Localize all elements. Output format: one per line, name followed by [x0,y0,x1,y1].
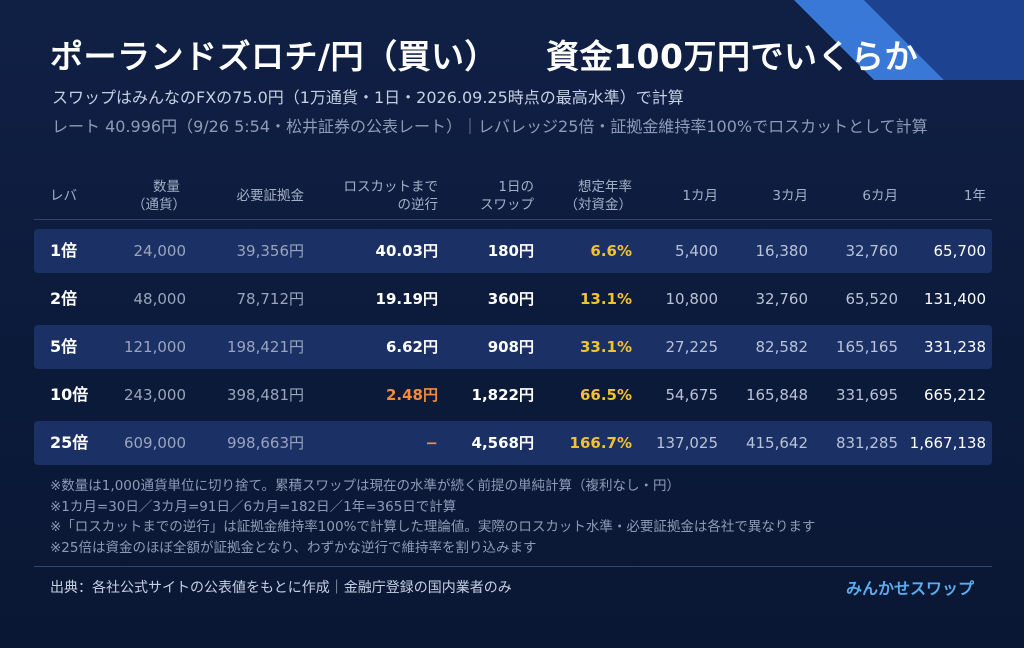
cell-daily-swap: 180円 [487,242,534,260]
corner-decoration [794,0,1024,80]
header-daily-swap: 1日の スワップ [480,179,534,213]
cell-annual-rate: 6.6% [590,242,632,260]
cell-annual-rate: 66.5% [579,386,632,404]
cell-daily-swap: 4,568円 [471,434,534,452]
cell-leverage: 25倍 [50,433,89,452]
subtitle-swap-basis: スワップはみんなのFXの75.0円（1万通貨・1日・2026.09.25時点の最… [52,88,684,107]
cell-daily-swap: 1,822円 [471,386,534,404]
cell-daily-swap: 908円 [487,338,534,356]
cell-quantity: 48,000 [133,290,187,308]
title-capital: 資金100万円でいくらか [546,37,918,76]
header-1-month: 1カ月 [682,188,718,204]
header-margin: 必要証拠金 [236,188,305,204]
cell-margin: 198,421円 [226,338,304,356]
footnotes: ※数量は1,000通貨単位に切り捨て。累積スワップは現在の水準が続く前提の単純計… [50,476,815,558]
cell-margin: 39,356円 [236,242,305,260]
table-row: 5倍 121,000 198,421円 6.62円 908円 33.1% 27,… [34,325,992,369]
brand-logo-text: みんかせスワップ [845,579,974,598]
cell-3-months: 16,380 [755,242,809,260]
cell-1-year: 131,400 [923,290,986,308]
cell-1-month: 27,225 [665,338,719,356]
cell-6-months: 32,760 [845,242,899,260]
footnote: ※25倍は資金のほぼ全額が証拠金となり、わずかな逆行で維持率を割り込みます [50,539,537,556]
footnote: ※1カ月=30日／3カ月=91日／6カ月=182日／1年=365日で計算 [50,498,457,515]
cell-1-year: 65,700 [933,242,987,260]
cell-3-months: 82,582 [755,338,809,356]
header-quantity: 数量 （通貨） [132,179,186,213]
cell-quantity: 121,000 [123,338,186,356]
cell-daily-swap: 360円 [487,290,534,308]
header-annual-rate: 想定年率 （対資金） [564,179,633,213]
footnote: ※「ロスカットまでの逆行」は証拠金維持率100%で計算した理論値。実際のロスカッ… [50,519,816,535]
cell-1-month: 54,675 [665,386,719,404]
cell-1-year: 665,212 [923,386,986,404]
cell-annual-rate: 33.1% [579,338,632,356]
table-row: 2倍 48,000 78,712円 19.19円 360円 13.1% 10,8… [34,277,992,321]
cell-6-months: 165,165 [835,338,898,356]
table-header: レバ 数量 （通貨） 必要証拠金 ロスカットまで の逆行 1日の スワップ 想定年率（… [34,172,992,220]
cell-annual-rate: 13.1% [579,290,632,308]
cell-3-months: 165,848 [745,386,808,404]
cell-losscut: 6.62円 [385,338,438,356]
cell-losscut: − [425,434,438,452]
cell-3-months: 32,760 [755,290,809,308]
cell-1-year: 331,238 [923,338,986,356]
cell-leverage: 1倍 [50,241,78,260]
header-6-months: 6カ月 [862,188,898,204]
title-pair: ポーランドズロチ/円（買い） [50,37,499,76]
cell-margin: 398,481円 [226,386,304,404]
cell-1-month: 137,025 [655,434,718,452]
cell-margin: 998,663円 [226,434,304,452]
cell-quantity: 243,000 [123,386,186,404]
page-title: ポーランドズロチ/円（買い） 資金100万円でいくらか [50,30,918,78]
cell-losscut: 40.03円 [375,242,438,260]
table-row: 25倍 609,000 998,663円 − 4,568円 166.7% 137… [34,421,992,465]
cell-leverage: 5倍 [50,337,78,356]
table-row: 10倍 243,000 398,481円 2.48円 1,822円 66.5% … [34,373,992,417]
cell-quantity: 609,000 [123,434,186,452]
footnote: ※数量は1,000通貨単位に切り捨て。累積スワップは現在の水準が続く前提の単純計… [50,478,681,494]
footer-divider [34,566,992,567]
header-3-months: 3カ月 [772,188,808,204]
cell-6-months: 65,520 [845,290,899,308]
cell-annual-rate: 166.7% [569,434,632,452]
header-losscut: ロスカットまで の逆行 [343,179,439,213]
cell-6-months: 331,695 [835,386,898,404]
cell-6-months: 831,285 [835,434,898,452]
header-1-year: 1年 [963,188,986,204]
cell-margin: 78,712円 [236,290,305,308]
cell-1-month: 5,400 [675,242,718,260]
cell-losscut: 2.48円 [385,386,438,404]
table-row: 1倍 24,000 39,356円 40.03円 180円 6.6% 5,400… [34,229,992,273]
cell-leverage: 2倍 [50,289,78,308]
cell-quantity: 24,000 [133,242,187,260]
cell-leverage: 10倍 [50,385,89,404]
header-leverage: レバ [50,188,77,204]
cell-3-months: 415,642 [745,434,808,452]
cell-1-month: 10,800 [665,290,719,308]
subtitle-rate-basis: レート 40.996円（9/26 5:54・松井証券の公表レート）｜レバレッジ2… [52,117,928,136]
cell-1-year: 1,667,138 [909,434,986,452]
cell-losscut: 19.19円 [375,290,438,308]
source-note: 出典：各社公式サイトの公表値をもとに作成｜金融庁登録の国内業者のみ [50,580,512,596]
